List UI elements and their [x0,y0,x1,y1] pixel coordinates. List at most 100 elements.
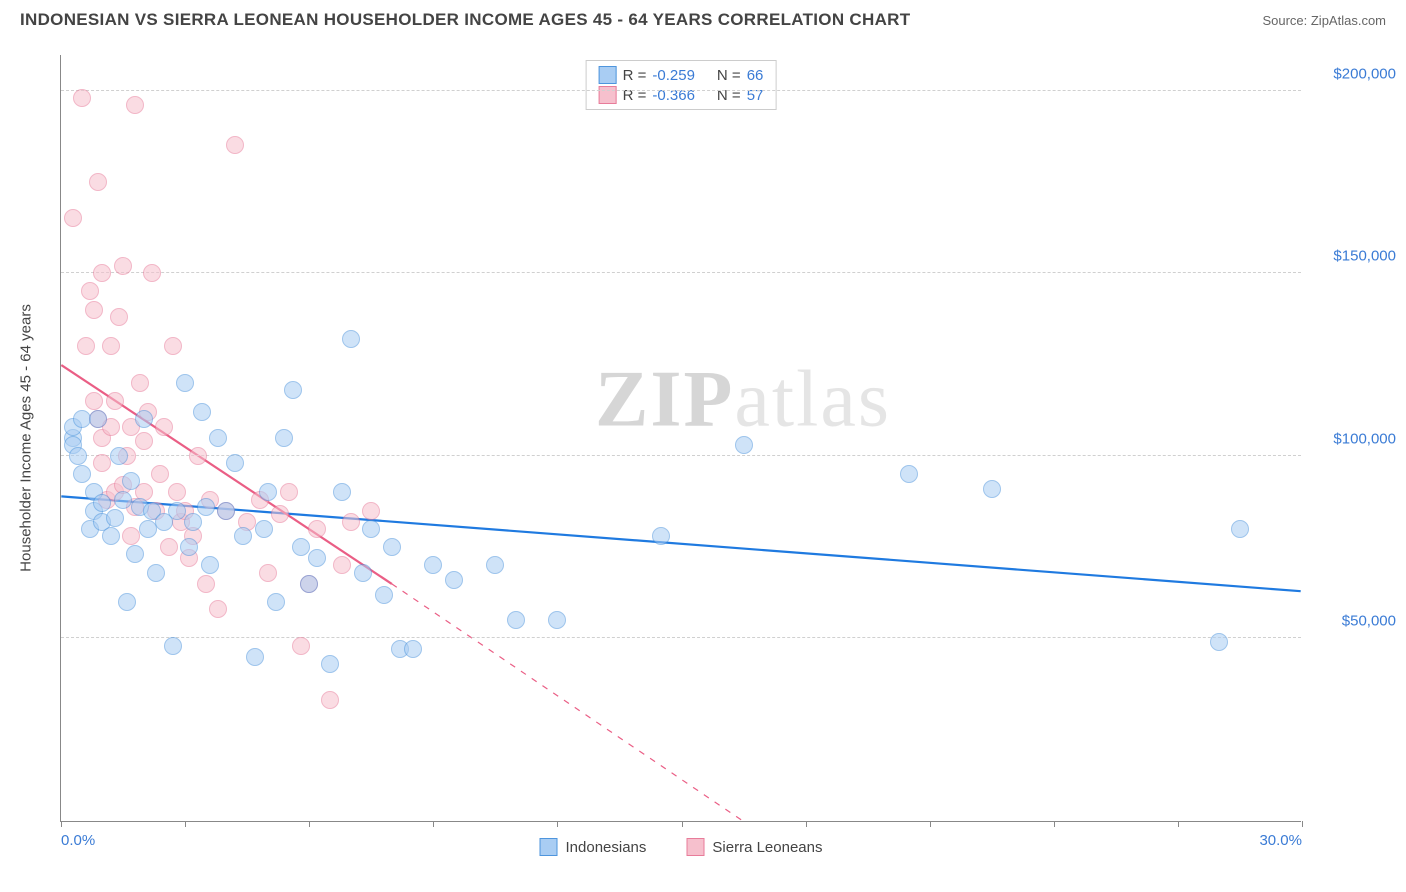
scatter-point [300,575,318,593]
x-tick-mark [1054,821,1055,827]
scatter-point [342,513,360,531]
scatter-point [193,403,211,421]
scatter-point [280,483,298,501]
scatter-point [197,498,215,516]
watermark-text-a: ZIP [595,355,734,443]
scatter-point [209,429,227,447]
scatter-point [333,483,351,501]
scatter-point [126,545,144,563]
scatter-point [160,538,178,556]
scatter-point [259,564,277,582]
scatter-point [383,538,401,556]
series-legend-item: Sierra Leoneans [686,838,822,856]
scatter-point [362,502,380,520]
scatter-point [106,392,124,410]
scatter-point [1210,633,1228,651]
scatter-point [176,374,194,392]
scatter-point [445,571,463,589]
legend-swatch-series-2 [686,838,704,856]
scatter-point [362,520,380,538]
scatter-point [333,556,351,574]
scatter-point [102,527,120,545]
x-tick-mark [806,821,807,827]
scatter-point [292,637,310,655]
scatter-point [151,465,169,483]
scatter-point [184,513,202,531]
scatter-point [85,392,103,410]
scatter-point [900,465,918,483]
trend-lines-layer [61,55,1301,821]
gridline [61,272,1301,273]
x-tick-mark [61,821,62,827]
series-name-1: Indonesians [566,839,647,856]
scatter-point [139,520,157,538]
scatter-point [246,648,264,666]
scatter-point [255,520,273,538]
x-tick-mark [1302,821,1303,827]
y-axis-title: Householder Income Ages 45 - 64 years [18,304,35,572]
chart-container: INDONESIAN VS SIERRA LEONEAN HOUSEHOLDER… [0,0,1406,892]
scatter-point [135,410,153,428]
scatter-point [122,472,140,490]
scatter-point [81,282,99,300]
gridline [61,455,1301,456]
scatter-point [342,330,360,348]
scatter-point [486,556,504,574]
scatter-point [122,527,140,545]
x-tick-mark [682,821,683,827]
scatter-point [259,483,277,501]
plot-area: Householder Income Ages 45 - 64 years ZI… [60,55,1301,822]
correlation-legend-row: R = -0.366 N = 57 [599,85,764,105]
x-tick-mark [1178,821,1179,827]
scatter-point [180,538,198,556]
scatter-point [234,527,252,545]
scatter-point [131,374,149,392]
trend-line [392,584,743,821]
scatter-point [118,593,136,611]
title-bar: INDONESIAN VS SIERRA LEONEAN HOUSEHOLDER… [0,0,1406,30]
scatter-point [110,447,128,465]
scatter-point [548,611,566,629]
scatter-point [271,505,289,523]
x-tick-label: 0.0% [61,832,95,849]
stat-r-series-1: -0.259 [652,67,695,84]
scatter-point [85,301,103,319]
x-tick-mark [930,821,931,827]
scatter-point [73,465,91,483]
legend-swatch-series-1 [599,66,617,84]
scatter-point [321,691,339,709]
series-name-2: Sierra Leoneans [712,839,822,856]
scatter-point [135,432,153,450]
scatter-point [114,257,132,275]
stat-label-r: R = [623,67,647,84]
scatter-point [69,447,87,465]
scatter-point [217,502,235,520]
x-tick-mark [185,821,186,827]
scatter-point [147,564,165,582]
scatter-point [93,264,111,282]
scatter-point [89,410,107,428]
scatter-point [106,509,124,527]
stat-n-series-1: 66 [747,67,764,84]
scatter-point [73,89,91,107]
y-tick-label: $200,000 [1333,65,1396,82]
watermark-text-b: atlas [734,355,891,443]
scatter-point [143,264,161,282]
scatter-point [424,556,442,574]
y-tick-label: $150,000 [1333,248,1396,265]
stat-label-n: N = [717,67,741,84]
scatter-point [354,564,372,582]
scatter-point [226,454,244,472]
scatter-point [110,308,128,326]
scatter-point [73,410,91,428]
scatter-point [284,381,302,399]
scatter-point [164,337,182,355]
scatter-point [209,600,227,618]
gridline [61,637,1301,638]
scatter-point [652,527,670,545]
scatter-point [168,483,186,501]
series-legend-item: Indonesians [540,838,647,856]
scatter-point [189,447,207,465]
x-tick-mark [309,821,310,827]
scatter-point [267,593,285,611]
